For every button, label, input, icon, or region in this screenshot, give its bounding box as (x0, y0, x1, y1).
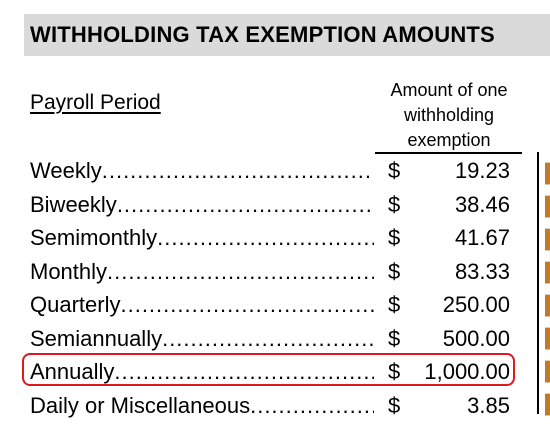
dollar-sign: $ (388, 292, 401, 317)
header-rule (375, 152, 522, 154)
amount-value: 38.46 (454, 191, 510, 217)
period-label: Semiannually............................… (30, 325, 374, 351)
amount-header-line-1: Amount of one (390, 80, 508, 100)
cropped-text-fragment: ▌ (545, 224, 550, 257)
table-row-semiannually: Semiannually............................… (30, 323, 530, 357)
amount-value: 1,000.00 (424, 359, 510, 384)
period-label: Biweekly................................… (30, 191, 374, 217)
table-row-monthly: Monthly.................................… (30, 256, 530, 290)
amount-value: 19.23 (454, 158, 510, 183)
period-label: Semimonthly.............................… (30, 225, 374, 250)
amount-value: 83.33 (454, 258, 510, 284)
title-bar: WITHHOLDING TAX EXEMPTION AMOUNTS (24, 14, 550, 56)
table-row-biweekly: Biweekly................................… (30, 189, 530, 223)
cropped-text-fragment: ▌ (545, 323, 550, 356)
period-label: Annually................................… (30, 359, 374, 384)
amount-header-line-3: exemption (407, 130, 491, 150)
period-label: Weekly..................................… (30, 158, 374, 183)
period-label: Quarterly...............................… (30, 292, 374, 317)
cropped-text-fragment: ▌ (545, 389, 550, 422)
period-label: Daily or Miscellaneous..................… (30, 392, 374, 418)
cropped-text-fragment: ▌ (545, 290, 550, 323)
exemption-table: Weekly..................................… (30, 155, 530, 423)
amount-value: 41.67 (454, 225, 510, 250)
amount-column-header: Amount of one withholding exemption (376, 78, 522, 153)
cropped-text-fragment: ▌ (545, 356, 550, 389)
payroll-period-header: Payroll Period (30, 91, 161, 114)
table-row-daily-misc: Daily or Miscellaneous..................… (30, 390, 530, 424)
table-row-annually: Annually................................… (30, 356, 530, 390)
dollar-sign: $ (388, 392, 401, 418)
table-row-semimonthly: Semimonthly.............................… (30, 222, 530, 256)
amount-value: 500.00 (442, 325, 510, 351)
cropped-text-fragment: ▌ (545, 257, 550, 290)
dollar-sign: $ (388, 225, 401, 250)
cropped-text-fragment: ▌ (545, 158, 550, 191)
table-row-quarterly: Quarterly...............................… (30, 289, 530, 323)
amount-header-line-2: withholding (403, 105, 495, 125)
annually-highlight-box (22, 353, 515, 386)
period-label: Monthly.................................… (30, 258, 374, 284)
table-row-weekly: Weekly..................................… (30, 155, 530, 189)
cropped-text-fragment: ▌ (545, 191, 550, 224)
column-divider (537, 152, 539, 414)
dollar-sign: $ (388, 325, 401, 351)
dollar-sign: $ (388, 359, 401, 384)
cropped-adjacent-text: ▌ ▌ ▌ ▌ ▌ ▌ ▌ ▌ (545, 158, 550, 422)
amount-value: 3.85 (467, 392, 510, 418)
dollar-sign: $ (388, 158, 401, 183)
dollar-sign: $ (388, 258, 401, 284)
dollar-sign: $ (388, 191, 401, 217)
amount-value: 250.00 (442, 292, 510, 317)
page-title: WITHHOLDING TAX EXEMPTION AMOUNTS (30, 22, 495, 47)
